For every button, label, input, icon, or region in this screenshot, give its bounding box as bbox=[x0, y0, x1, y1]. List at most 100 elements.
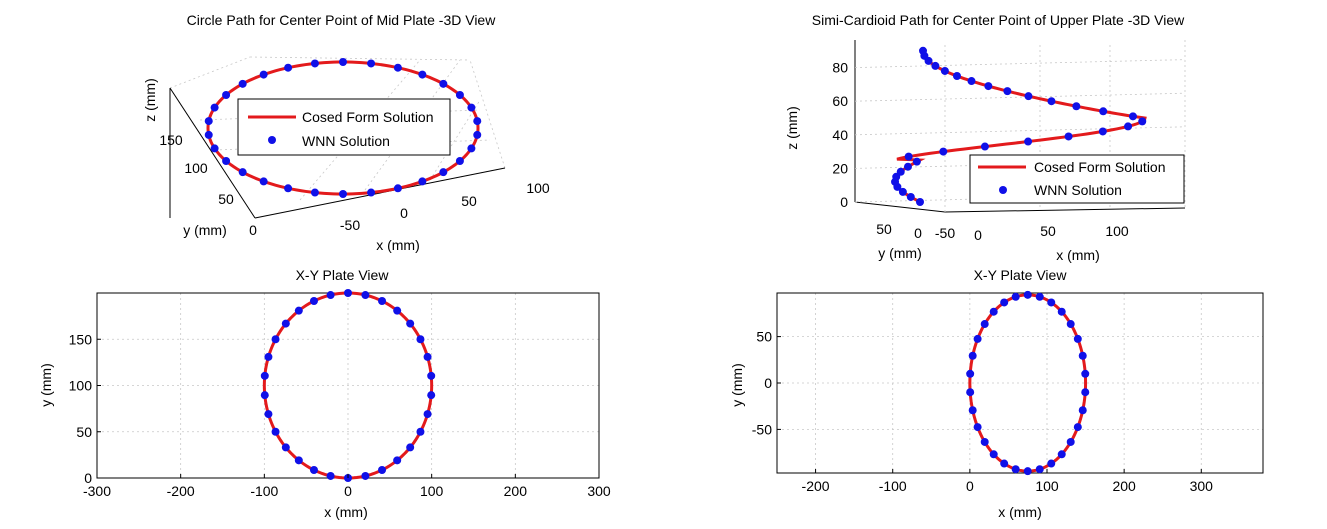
wnn-point bbox=[416, 427, 425, 436]
wnn-point bbox=[271, 427, 280, 436]
wnn-point bbox=[1011, 465, 1020, 474]
wnn-point bbox=[361, 471, 370, 480]
wnn-point bbox=[939, 147, 948, 156]
wnn-point bbox=[1098, 127, 1107, 136]
x-tick-label: -100 bbox=[879, 478, 907, 494]
x-tick-label: -100 bbox=[250, 483, 278, 499]
grid-line bbox=[469, 59, 506, 169]
y-tick-label: -50 bbox=[935, 225, 955, 241]
x-tick-label: 0 bbox=[400, 205, 408, 221]
wnn-point bbox=[1064, 132, 1073, 141]
x-tick-label: 200 bbox=[504, 483, 528, 499]
wnn-point bbox=[406, 319, 415, 328]
wnn-point bbox=[393, 456, 402, 465]
x-axis-line bbox=[254, 167, 506, 219]
wnn-point bbox=[284, 63, 293, 72]
z-tick-label: 60 bbox=[832, 93, 848, 109]
wnn-point bbox=[238, 168, 247, 177]
wnn-point bbox=[940, 66, 949, 75]
wnn-point bbox=[423, 410, 432, 419]
wnn-point bbox=[919, 46, 927, 55]
cardioid-3d-plot: Simi-Cardioid Path for Center Point of U… bbox=[784, 12, 1186, 263]
cardioid-3d-ylabel: y (mm) bbox=[878, 245, 922, 261]
x-tick-label: -200 bbox=[802, 478, 830, 494]
y-tick-label: 50 bbox=[876, 221, 892, 237]
wnn-point bbox=[1073, 334, 1082, 343]
wnn-point bbox=[326, 471, 335, 480]
y-axis-line bbox=[169, 87, 256, 219]
circle-3d-plot: Circle Path for Center Point of Mid Plat… bbox=[142, 12, 550, 253]
wnn-point bbox=[393, 184, 402, 193]
wnn-point bbox=[896, 167, 905, 176]
x-tick-label: 0 bbox=[344, 483, 352, 499]
wnn-point bbox=[378, 466, 387, 475]
circle-3d-xlabel: x (mm) bbox=[376, 237, 420, 253]
wnn-point bbox=[1047, 97, 1056, 106]
grid-line-z bbox=[854, 59, 1186, 68]
cardioid-xy-title: X-Y Plate View bbox=[974, 267, 1068, 283]
circle-3d-title: Circle Path for Center Point of Mid Plat… bbox=[187, 12, 497, 28]
wnn-point bbox=[264, 410, 273, 419]
wnn-point bbox=[980, 437, 989, 446]
wnn-point bbox=[467, 103, 476, 112]
x-tick-label: 100 bbox=[526, 180, 550, 196]
z-tick-label: 0 bbox=[840, 194, 848, 210]
wnn-point bbox=[968, 351, 977, 360]
wnn-point bbox=[898, 187, 907, 196]
z-tick-label: 80 bbox=[832, 60, 848, 76]
wnn-point bbox=[427, 391, 436, 400]
circle-3d-ylabel: y (mm) bbox=[183, 222, 227, 238]
wnn-point bbox=[406, 443, 415, 452]
wnn-point bbox=[1023, 290, 1032, 299]
wnn-point bbox=[309, 466, 318, 475]
wnn-point bbox=[904, 152, 913, 161]
x-axis-line bbox=[944, 207, 1186, 213]
y-axis-line bbox=[854, 201, 946, 213]
grid-line bbox=[299, 59, 421, 201]
wnn-point bbox=[1078, 351, 1087, 360]
wnn-point bbox=[259, 177, 268, 186]
wnn-point bbox=[210, 144, 219, 153]
wnn-point bbox=[931, 61, 940, 70]
wnn-point bbox=[1057, 307, 1066, 316]
cardioid-xy-axes-box bbox=[776, 292, 1264, 474]
wnn-point bbox=[367, 188, 376, 197]
x-tick-label: 100 bbox=[1105, 223, 1129, 239]
x-tick-label: -300 bbox=[83, 483, 111, 499]
wnn-point bbox=[439, 168, 448, 177]
y-tick-label: 0 bbox=[914, 225, 922, 241]
cardioid-3d-legend: Cosed Form Solution WNN Solution bbox=[969, 154, 1185, 204]
wnn-point bbox=[1081, 388, 1090, 397]
wnn-point bbox=[393, 63, 402, 72]
wnn-point bbox=[967, 77, 976, 86]
wnn-point bbox=[973, 423, 982, 432]
y-tick-label: 50 bbox=[756, 329, 772, 345]
wnn-point bbox=[427, 371, 436, 380]
y-tick-label: 0 bbox=[249, 222, 257, 238]
circle-xy-title: X-Y Plate View bbox=[296, 267, 390, 283]
wnn-point bbox=[1128, 112, 1137, 121]
wnn-point bbox=[339, 58, 347, 66]
y-tick-label: 0 bbox=[764, 375, 772, 391]
cardioid-3d-title: Simi-Cardioid Path for Center Point of U… bbox=[812, 12, 1185, 28]
wnn-point bbox=[418, 70, 427, 79]
wnn-point bbox=[439, 79, 448, 88]
wnn-point bbox=[271, 335, 280, 344]
wnn-point bbox=[339, 190, 347, 198]
wnn-point bbox=[1073, 423, 1082, 432]
wnn-point bbox=[1024, 92, 1033, 101]
legend-entry-closed-form: Cosed Form Solution bbox=[1034, 159, 1166, 175]
wnn-point bbox=[326, 291, 335, 300]
y-tick-label: 100 bbox=[69, 378, 93, 394]
wnn-point bbox=[418, 177, 427, 186]
x-tick-label: 0 bbox=[966, 478, 974, 494]
wnn-point bbox=[260, 371, 269, 380]
wnn-point bbox=[1057, 450, 1066, 459]
cardioid-xy-plot: X-Y Plate View -200 -100 0 100 200 300-50050 … bbox=[729, 267, 1264, 520]
wnn-point bbox=[281, 443, 290, 452]
y-tick-label: 50 bbox=[76, 424, 92, 440]
wnn-point bbox=[294, 456, 303, 465]
wnn-point bbox=[361, 291, 370, 300]
circle-3d-zlabel: z (mm) bbox=[142, 78, 158, 122]
